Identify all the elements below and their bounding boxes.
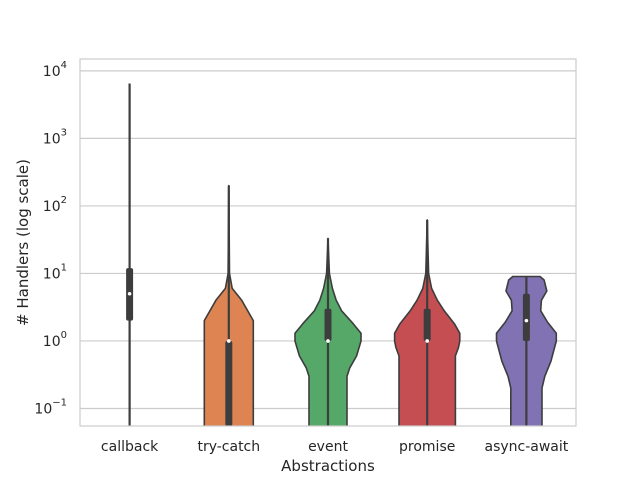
y-tick-label: 104 — [43, 60, 67, 80]
y-tick-label: 103 — [43, 127, 67, 147]
x-tick-label: try-catch — [197, 439, 260, 455]
iqr-box-event — [324, 308, 332, 341]
plot-frame — [79, 58, 577, 427]
x-tick-label: promise — [399, 439, 455, 455]
x-tick-label: async-await — [485, 439, 569, 455]
median-point-promise — [425, 339, 430, 343]
boxplots — [126, 83, 530, 426]
x-tick-labels: callback try-catch event promise async-await — [101, 439, 569, 455]
median-point-callback — [127, 291, 132, 296]
median-point-event — [326, 339, 330, 343]
y-tick-labels: 10−1 100 101 102 103 104 — [34, 60, 67, 418]
y-tick-label: 102 — [43, 195, 67, 215]
median-point-async-await — [524, 318, 529, 323]
y-tick-label: 101 — [43, 262, 67, 282]
violins — [203, 184, 558, 426]
x-axis-label: Abstractions — [281, 457, 375, 475]
x-tick-label: callback — [101, 439, 159, 455]
y-tick-label: 10−1 — [34, 397, 67, 417]
iqr-box-try-catch — [225, 340, 233, 426]
x-tick-label: event — [308, 439, 348, 455]
iqr-box-async-await — [522, 293, 530, 341]
iqr-box-promise — [423, 308, 431, 341]
median-point-try-catch — [227, 339, 231, 343]
y-axis-label: # Handlers (log scale) — [14, 159, 32, 326]
y-tick-label: 100 — [43, 330, 67, 350]
